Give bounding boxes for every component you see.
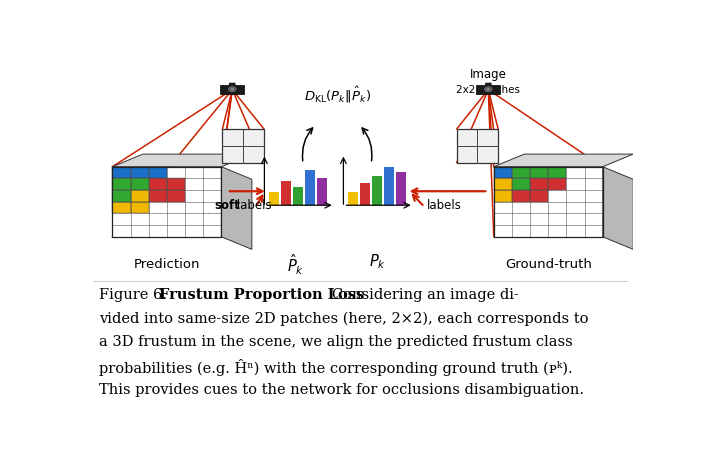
- Polygon shape: [112, 167, 221, 237]
- Polygon shape: [112, 178, 131, 190]
- Text: Image: Image: [470, 68, 507, 81]
- Polygon shape: [228, 83, 236, 86]
- Polygon shape: [602, 167, 633, 249]
- Polygon shape: [131, 202, 149, 213]
- Text: Figure 6.: Figure 6.: [98, 288, 176, 302]
- Polygon shape: [494, 167, 512, 178]
- Polygon shape: [112, 202, 131, 213]
- Text: vided into same-size 2D patches (here, 2×2), each corresponds to: vided into same-size 2D patches (here, 2…: [98, 311, 588, 326]
- Polygon shape: [149, 190, 167, 202]
- Polygon shape: [131, 190, 149, 202]
- Polygon shape: [149, 178, 167, 190]
- Polygon shape: [512, 190, 530, 202]
- Polygon shape: [530, 190, 548, 202]
- Text: $\hat{P}_k$: $\hat{P}_k$: [288, 253, 304, 277]
- Polygon shape: [548, 167, 567, 178]
- Text: Ground-truth: Ground-truth: [505, 258, 592, 271]
- Polygon shape: [512, 178, 530, 190]
- Text: This provides cues to the network for occlusions disambiguation.: This provides cues to the network for oc…: [98, 383, 583, 397]
- Polygon shape: [485, 83, 492, 86]
- Text: labels: labels: [427, 199, 462, 212]
- Bar: [360, 183, 370, 205]
- Polygon shape: [112, 190, 131, 202]
- Text: labels: labels: [233, 199, 271, 212]
- Text: $P_k$: $P_k$: [369, 253, 386, 271]
- Polygon shape: [494, 167, 602, 237]
- Bar: [372, 176, 382, 205]
- Polygon shape: [494, 154, 633, 167]
- Text: Frustum Proportion Loss: Frustum Proportion Loss: [159, 288, 364, 302]
- Bar: [396, 172, 406, 205]
- Text: soft: soft: [215, 199, 240, 212]
- Bar: [348, 192, 358, 205]
- Polygon shape: [457, 129, 498, 162]
- Polygon shape: [494, 190, 512, 202]
- Bar: [292, 187, 302, 205]
- Polygon shape: [112, 167, 131, 178]
- Text: probabilities (e.g. Ĥⁿ) with the corresponding ground truth (ᴘᵏ).: probabilities (e.g. Ĥⁿ) with the corresp…: [98, 359, 572, 376]
- Polygon shape: [167, 178, 185, 190]
- Polygon shape: [477, 86, 501, 94]
- Polygon shape: [512, 167, 530, 178]
- Circle shape: [231, 88, 234, 91]
- Polygon shape: [149, 167, 167, 178]
- Polygon shape: [494, 178, 512, 190]
- Bar: [304, 170, 314, 205]
- Circle shape: [486, 88, 490, 91]
- Polygon shape: [112, 154, 252, 167]
- Polygon shape: [131, 167, 149, 178]
- Circle shape: [484, 87, 492, 92]
- Polygon shape: [530, 178, 548, 190]
- Polygon shape: [530, 167, 548, 178]
- Bar: [280, 181, 290, 205]
- Polygon shape: [167, 190, 185, 202]
- Circle shape: [228, 87, 236, 92]
- Text: $D_{\mathrm{KL}}(P_k\|\hat{P}_k)$: $D_{\mathrm{KL}}(P_k\|\hat{P}_k)$: [304, 85, 371, 106]
- Bar: [316, 178, 326, 205]
- Polygon shape: [221, 167, 252, 249]
- Text: a 3D frustum in the scene, we align the predicted frustum class: a 3D frustum in the scene, we align the …: [98, 335, 572, 349]
- Polygon shape: [548, 178, 567, 190]
- Bar: [384, 167, 394, 205]
- Text: Prediction: Prediction: [134, 258, 200, 271]
- Polygon shape: [131, 178, 149, 190]
- Text: .  Considering an image di-: . Considering an image di-: [318, 288, 519, 302]
- Polygon shape: [220, 86, 244, 94]
- Text: 2x2 patches: 2x2 patches: [456, 85, 520, 95]
- Bar: [269, 192, 278, 205]
- Polygon shape: [222, 129, 264, 162]
